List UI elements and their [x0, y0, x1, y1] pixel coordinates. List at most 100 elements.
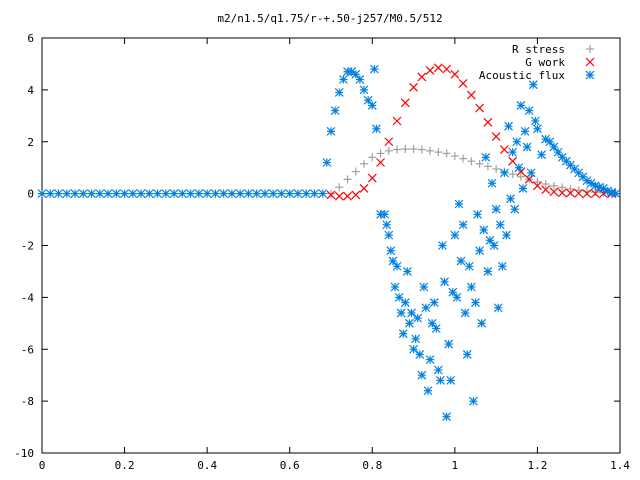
data-point	[194, 189, 204, 199]
data-point	[452, 292, 462, 302]
data-point	[431, 324, 441, 333]
y-tick-label: -2	[21, 240, 34, 253]
data-point	[508, 170, 517, 179]
data-point	[434, 148, 443, 157]
data-point	[360, 159, 369, 168]
x-tick-label: 1	[452, 459, 459, 472]
data-point	[351, 69, 361, 79]
data-point	[367, 173, 377, 183]
data-point	[371, 124, 381, 134]
x-tick-label: 0	[39, 459, 46, 472]
data-point	[177, 189, 187, 199]
data-point	[103, 189, 113, 199]
data-point	[244, 189, 253, 199]
y-tick-label: -6	[21, 343, 34, 356]
data-point	[334, 191, 344, 201]
plot-frame	[41, 37, 621, 454]
data-point	[326, 126, 336, 136]
data-point	[450, 152, 459, 161]
data-point	[210, 189, 220, 199]
data-point	[417, 72, 427, 82]
data-point	[421, 303, 431, 313]
data-point	[495, 220, 505, 230]
data-point	[384, 146, 393, 155]
data-point	[442, 412, 452, 422]
data-point	[512, 137, 522, 147]
data-point	[522, 142, 532, 152]
data-point	[293, 189, 303, 199]
data-point	[386, 246, 396, 256]
data-point	[541, 134, 551, 144]
data-point	[186, 189, 196, 199]
data-point	[440, 277, 449, 287]
data-point	[558, 183, 567, 192]
data-point	[334, 88, 344, 97]
data-point	[466, 282, 476, 292]
data-point	[347, 67, 357, 77]
data-point	[433, 63, 443, 73]
data-point	[384, 137, 394, 147]
data-point	[487, 178, 497, 188]
data-point	[504, 121, 513, 131]
data-point	[549, 181, 558, 190]
data-point	[78, 189, 88, 199]
data-point	[335, 183, 344, 192]
data-point	[417, 145, 426, 154]
data-point	[460, 308, 470, 318]
data-point	[458, 220, 468, 230]
legend-label: G work	[525, 56, 565, 69]
data-point	[359, 184, 369, 193]
data-point	[497, 261, 507, 271]
data-point	[380, 209, 390, 219]
data-point	[128, 189, 138, 199]
data-point	[411, 334, 421, 344]
data-point	[169, 189, 179, 199]
data-point	[582, 189, 592, 199]
data-point	[343, 191, 352, 201]
data-point	[566, 184, 575, 193]
data-marks	[37, 63, 621, 422]
data-point	[549, 142, 559, 152]
data-point	[400, 298, 410, 307]
data-point	[454, 199, 464, 209]
data-point	[526, 168, 536, 178]
data-point	[429, 298, 439, 307]
legend-marker	[586, 45, 594, 53]
data-point	[549, 187, 559, 197]
data-point	[518, 184, 528, 193]
data-point	[528, 80, 538, 90]
data-point	[235, 189, 245, 199]
data-point	[466, 90, 476, 100]
data-point	[520, 126, 530, 136]
data-point	[475, 159, 484, 168]
data-point	[524, 106, 534, 116]
data-point	[363, 95, 373, 105]
data-point	[510, 204, 520, 214]
data-point	[285, 189, 295, 199]
data-point	[409, 145, 418, 154]
data-point	[95, 189, 105, 199]
data-point	[326, 190, 336, 200]
data-point	[553, 147, 563, 157]
data-point	[541, 185, 551, 195]
data-point	[485, 235, 495, 245]
data-point	[444, 339, 454, 349]
data-point	[514, 163, 524, 173]
data-point	[62, 189, 72, 199]
data-point	[491, 204, 501, 214]
data-point	[400, 98, 410, 108]
data-point	[481, 152, 491, 162]
y-tick-label: 4	[27, 84, 34, 97]
data-point	[396, 308, 406, 318]
data-point	[327, 189, 335, 198]
data-point	[392, 116, 402, 126]
data-point	[401, 145, 410, 154]
data-point	[533, 124, 542, 134]
data-point	[491, 132, 501, 141]
data-point	[268, 189, 278, 199]
data-point	[417, 370, 427, 380]
data-point	[499, 168, 509, 178]
data-point	[545, 137, 555, 147]
y-tick-label: 2	[27, 136, 34, 149]
